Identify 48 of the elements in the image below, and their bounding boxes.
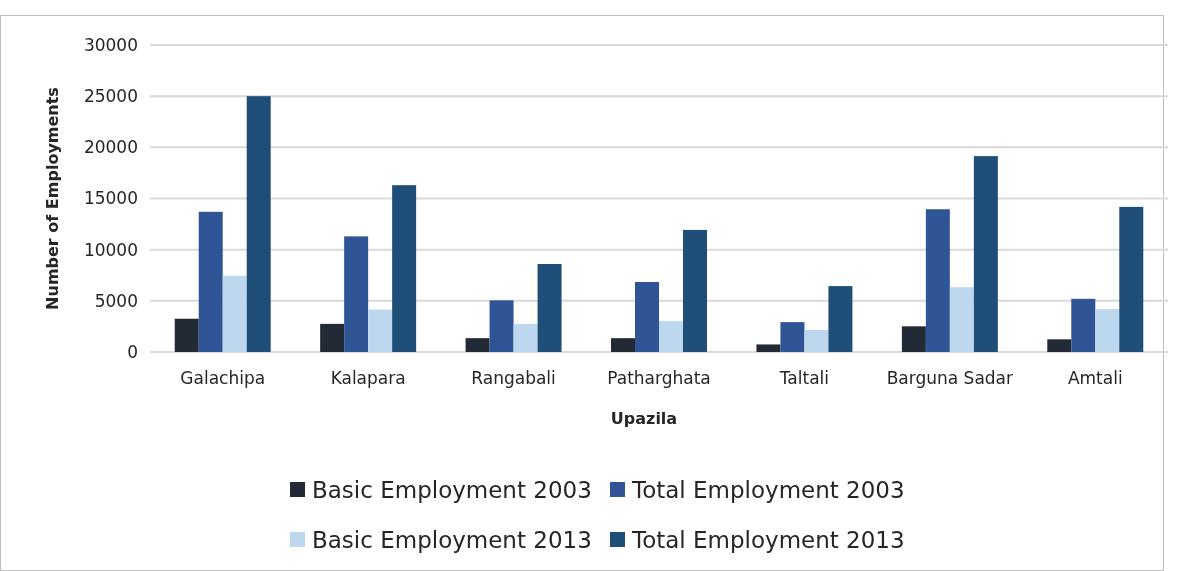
bar bbox=[392, 185, 417, 352]
bar bbox=[659, 321, 683, 352]
x-axis-title: Upazila bbox=[610, 409, 678, 428]
x-tick-label: Barguna Sadar bbox=[886, 368, 1014, 388]
y-tick-label: 10000 bbox=[83, 239, 138, 260]
legend-label: Basic Employment 2013 bbox=[312, 527, 592, 554]
y-axis-title: Number of Employments bbox=[43, 87, 62, 310]
bar bbox=[925, 209, 950, 352]
bar bbox=[1119, 206, 1144, 352]
bar bbox=[611, 338, 635, 352]
bar bbox=[828, 286, 853, 352]
bar bbox=[973, 156, 998, 352]
y-tick-label: 20000 bbox=[83, 137, 138, 158]
y-tick-label: 30000 bbox=[83, 34, 138, 55]
bar bbox=[683, 229, 707, 352]
x-tick-label: Rangabali bbox=[471, 368, 556, 388]
legend-label: Total Employment 2003 bbox=[631, 477, 905, 504]
bar bbox=[368, 309, 393, 352]
bar bbox=[513, 323, 538, 352]
x-tick-label: Amtali bbox=[1067, 368, 1123, 388]
bar bbox=[537, 263, 562, 352]
bar bbox=[949, 287, 974, 352]
y-tick-label: 0 bbox=[127, 341, 138, 362]
bar bbox=[804, 330, 829, 352]
bar bbox=[246, 96, 271, 352]
bar bbox=[901, 326, 926, 352]
y-tick-label: 5000 bbox=[94, 290, 138, 311]
y-tick-label: 15000 bbox=[83, 188, 138, 209]
bar bbox=[465, 338, 490, 352]
x-tick-label: Galachipa bbox=[180, 368, 266, 388]
bar bbox=[1071, 298, 1096, 352]
bar bbox=[1095, 309, 1120, 352]
legend-label: Total Employment 2013 bbox=[631, 527, 905, 554]
bar bbox=[344, 236, 369, 352]
bar bbox=[174, 318, 199, 352]
bar bbox=[320, 323, 345, 352]
bar bbox=[756, 344, 781, 352]
bar bbox=[198, 211, 223, 352]
bar bbox=[489, 300, 514, 352]
bar bbox=[222, 275, 247, 352]
bar bbox=[1047, 339, 1072, 352]
legend-label: Basic Employment 2003 bbox=[312, 477, 592, 504]
bar bbox=[635, 282, 659, 352]
x-tick-label: Kalapara bbox=[330, 368, 406, 388]
y-tick-label: 25000 bbox=[83, 86, 138, 107]
x-tick-label: Taltali bbox=[778, 368, 830, 388]
x-tick-label: Patharghata bbox=[607, 368, 711, 388]
bar bbox=[780, 322, 805, 352]
